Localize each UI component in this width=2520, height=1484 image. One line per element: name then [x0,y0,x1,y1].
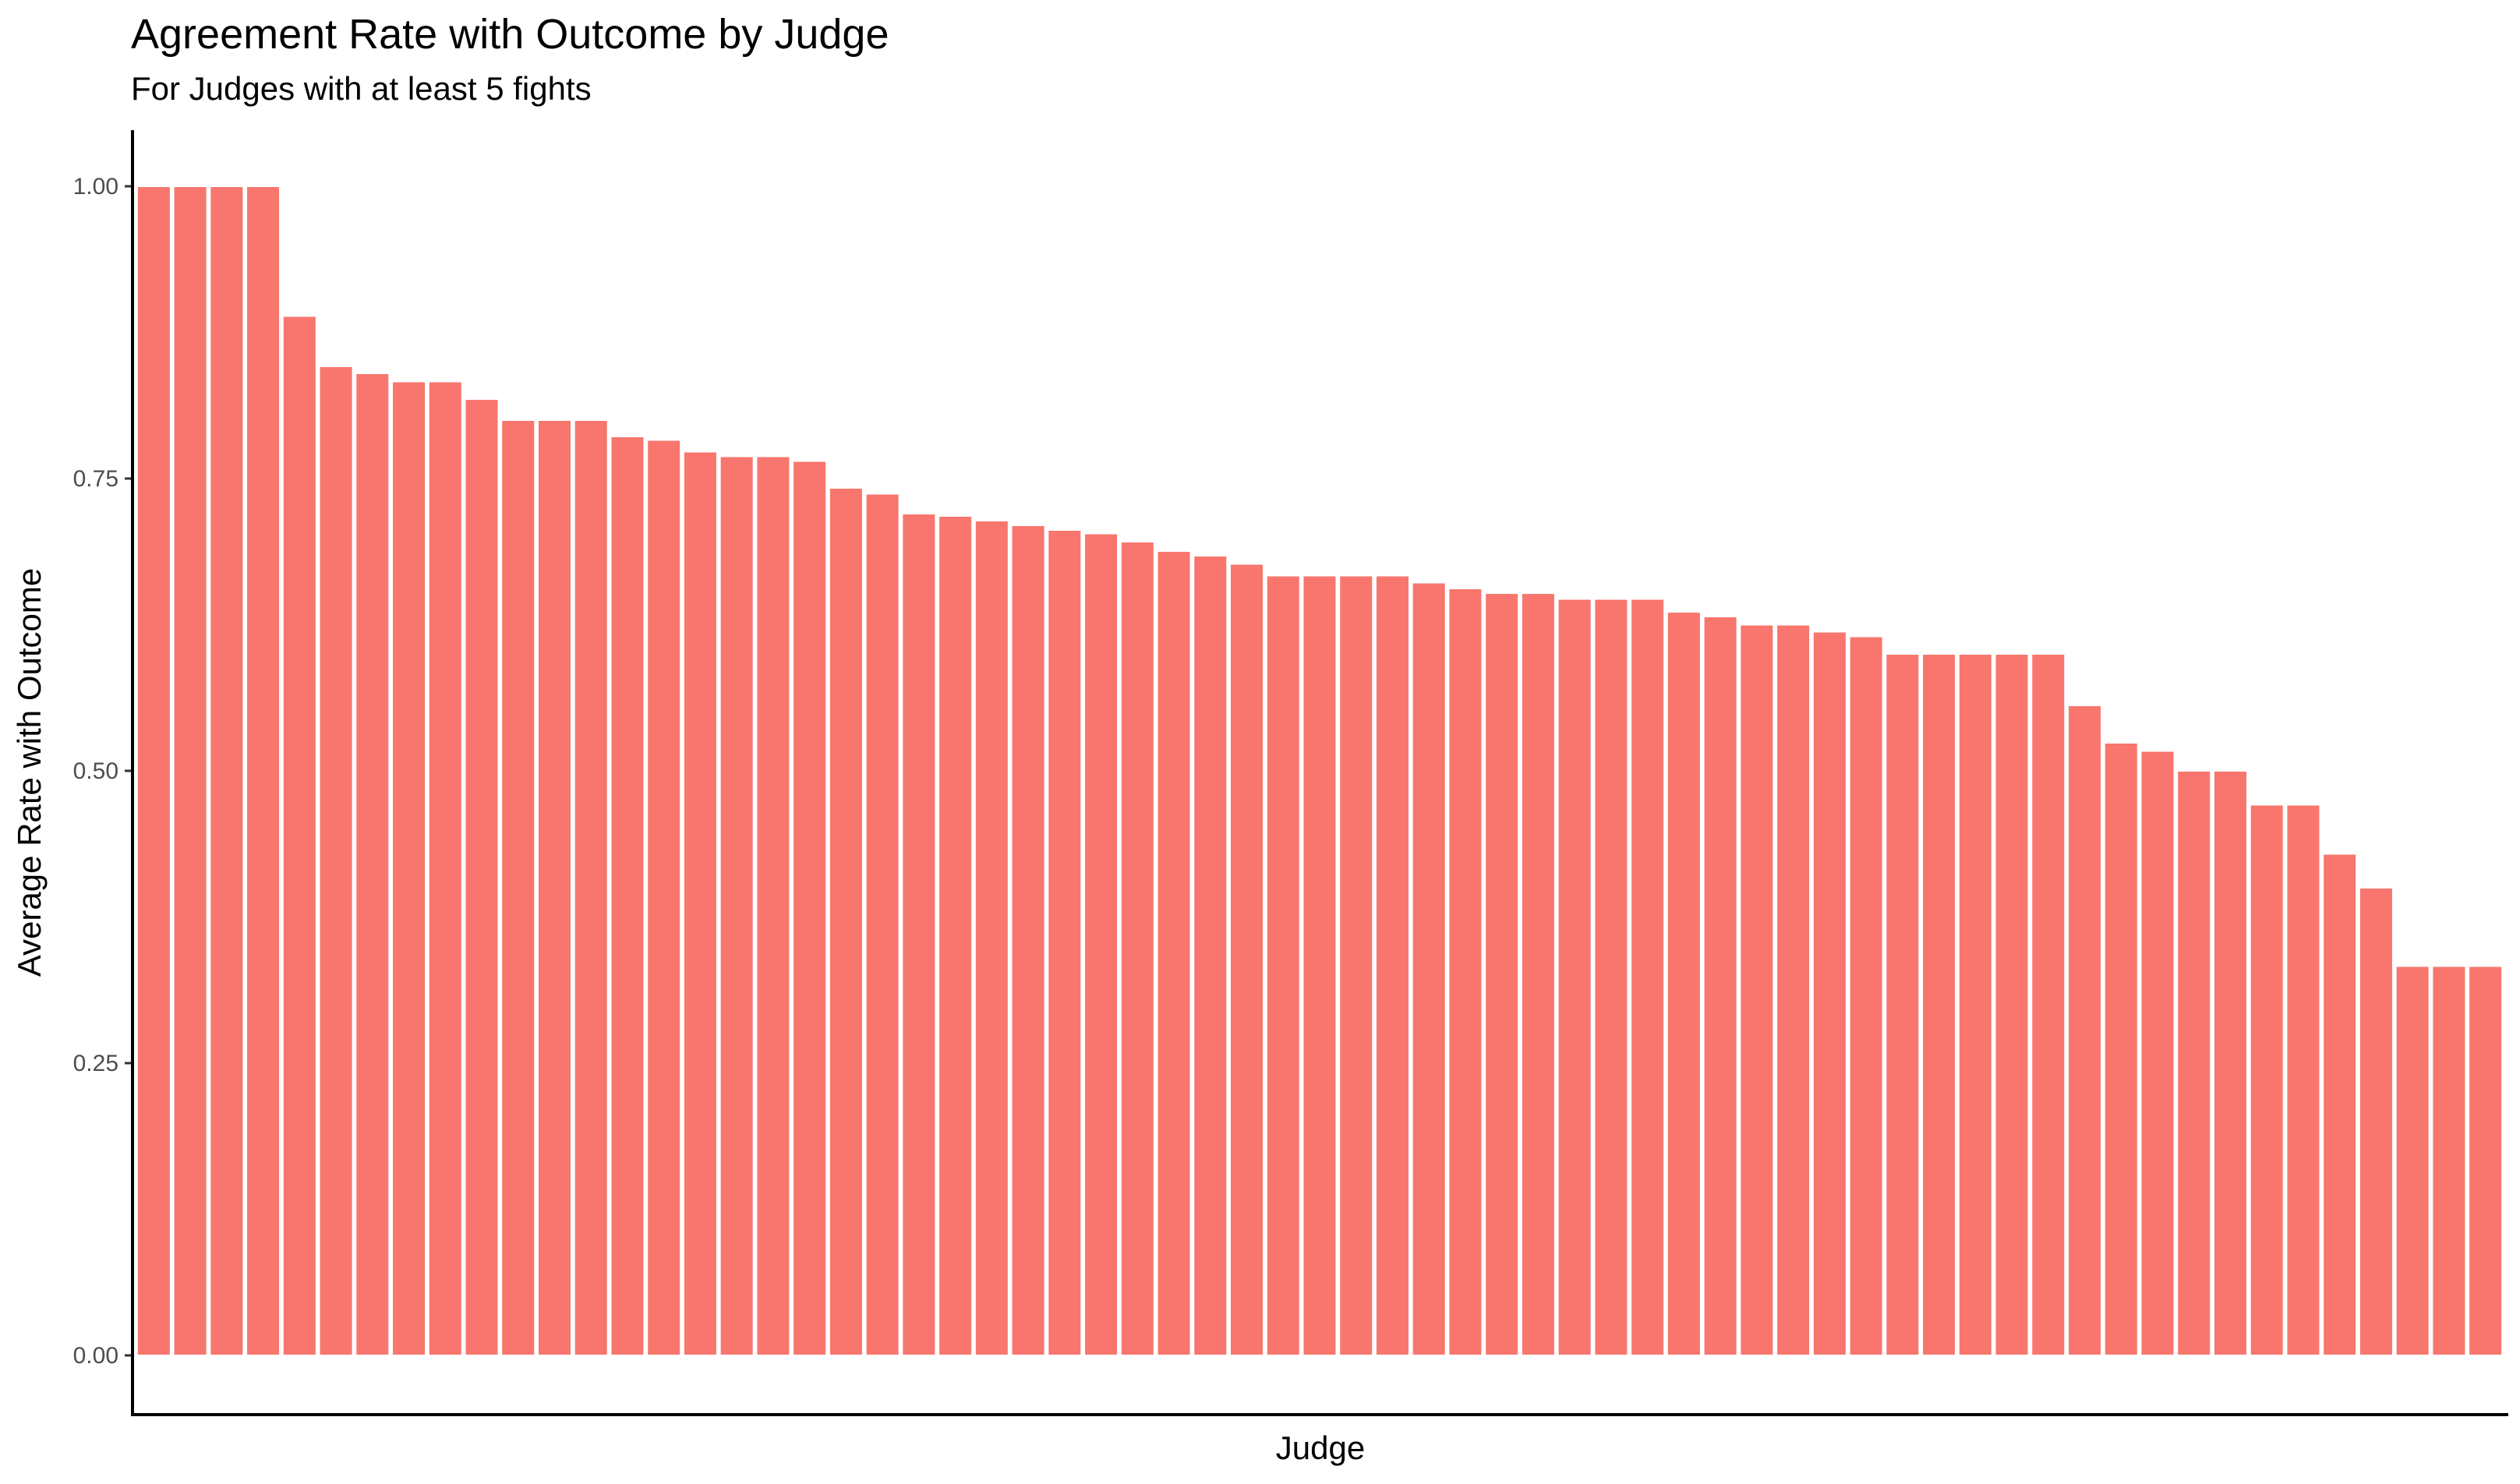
bar [2358,887,2394,1356]
chart-subtitle: For Judges with at least 5 fights [131,70,592,107]
bar [901,513,937,1356]
bar [1338,574,1374,1356]
bar [464,398,500,1356]
bar [2395,965,2430,1356]
bar [1957,653,1993,1356]
bar [1265,574,1301,1356]
bar [2067,705,2103,1356]
bar [246,186,281,1356]
bar [2103,742,2139,1356]
bar [209,186,245,1356]
bar [172,186,208,1356]
bar [2285,804,2321,1356]
bar [1411,581,1447,1356]
bar [1630,598,1666,1356]
bar [355,373,391,1356]
bar [1193,555,1228,1356]
bar [719,455,755,1356]
bar [427,380,463,1356]
bar [1557,598,1592,1356]
bar [318,366,354,1356]
bar [391,380,427,1356]
bar [573,419,609,1356]
bar [1921,653,1957,1356]
bar [281,315,317,1356]
bar [1374,574,1410,1356]
y-tick-label: 1.00 [73,174,118,200]
bar [2322,853,2358,1356]
bar [864,493,900,1356]
bar [1520,592,1556,1356]
y-tick-label: 0.00 [73,1343,118,1369]
bar [2468,965,2504,1356]
bar [1010,525,1046,1356]
bar [938,515,974,1356]
bar [1702,616,1738,1356]
chart-title: Agreement Rate with Outcome by Judge [131,11,889,58]
bar [1229,563,1265,1356]
x-axis-title: Judge [1276,1429,1365,1466]
bar [1666,611,1702,1356]
bar [2140,750,2175,1356]
bar [1083,532,1119,1356]
bar [1156,550,1192,1356]
y-axis-title: Average Rate with Outcome [11,568,48,977]
bar [828,487,864,1356]
bar [755,455,791,1356]
bar [2176,770,2212,1356]
bars [136,186,2504,1356]
bar [1776,624,1811,1356]
bar [500,419,536,1356]
bar [2030,653,2066,1356]
bar [1885,653,1921,1356]
bar [136,186,171,1356]
bar [2249,804,2285,1356]
bar [682,450,718,1356]
bar [792,460,828,1356]
bar [1994,653,2030,1356]
bar [610,436,645,1356]
bar [1848,635,1884,1356]
bar [974,520,1009,1356]
bar [2431,965,2467,1356]
bar [1739,624,1775,1356]
y-axis-ticks: 0.00 0.25 0.50 0.75 1.00 [73,174,133,1369]
bar [1119,541,1155,1356]
bar [646,439,682,1356]
bar [536,419,572,1356]
bar [1484,592,1520,1356]
y-tick-label: 0.75 [73,466,118,492]
bar [1047,529,1083,1356]
bar [1447,588,1483,1356]
bar [1811,631,1847,1356]
bar [2212,770,2248,1356]
y-tick-label: 0.50 [73,758,118,784]
y-tick-label: 0.25 [73,1051,118,1076]
bar [1593,598,1629,1356]
bar [1302,574,1338,1356]
